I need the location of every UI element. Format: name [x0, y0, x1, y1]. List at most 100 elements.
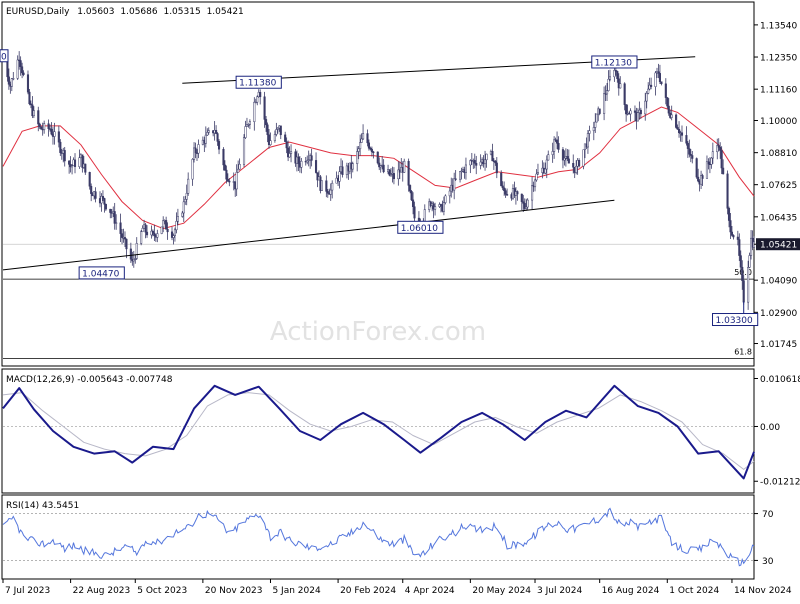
candle — [677, 121, 681, 138]
candle — [454, 169, 457, 181]
candle — [366, 129, 369, 147]
candle-body — [144, 224, 147, 233]
candle — [473, 153, 476, 169]
candle — [351, 161, 354, 173]
candle-body — [376, 151, 379, 164]
candle — [738, 233, 741, 262]
candle — [226, 173, 229, 183]
candle — [88, 171, 91, 190]
candle-body — [31, 104, 34, 117]
macd-panel-frame — [1, 368, 755, 494]
candle-body — [10, 78, 13, 87]
trendline-0 — [2, 199, 615, 271]
time-axis-label: 14 Nov 2024 — [734, 586, 792, 596]
candle — [617, 73, 620, 96]
candle — [748, 252, 751, 268]
candle-body — [331, 182, 334, 191]
candle-body — [120, 233, 124, 238]
price-axis-label: 1.11160 — [760, 86, 797, 96]
candle — [244, 120, 247, 139]
candle — [119, 213, 122, 243]
candle — [664, 78, 667, 105]
candle — [557, 136, 560, 153]
candle-body — [156, 233, 159, 238]
candle-body — [411, 199, 415, 207]
candle-body — [633, 110, 637, 113]
candle-body — [113, 211, 116, 224]
time-axis: 7 Jul 2023 22 Aug 2023 5 Oct 2023 20 Nov 20… — [2, 579, 792, 596]
candle-body — [140, 231, 143, 244]
candle-body — [613, 70, 616, 78]
candle — [173, 227, 177, 242]
candle-body — [197, 144, 200, 154]
candle-body — [738, 239, 741, 256]
candle — [187, 172, 190, 196]
candle-body — [438, 204, 441, 207]
candle — [639, 107, 642, 119]
candle-body — [667, 105, 670, 114]
candle — [464, 157, 467, 180]
candle-body — [594, 121, 597, 128]
candle-body — [141, 228, 144, 232]
candle — [103, 197, 106, 213]
candle-body — [617, 78, 620, 89]
candle-body — [675, 114, 678, 128]
candle — [320, 180, 323, 191]
candle — [670, 105, 673, 121]
candle-body — [691, 155, 694, 159]
candle — [650, 77, 653, 90]
candle-body — [677, 129, 681, 134]
candle — [448, 187, 451, 204]
candle — [104, 203, 107, 211]
candle-body — [256, 96, 259, 103]
candle-body — [623, 83, 626, 105]
candle-body — [588, 130, 591, 134]
candle — [648, 77, 651, 91]
candle-body — [226, 178, 229, 182]
candle — [676, 124, 679, 130]
close-value: 1.05421 — [207, 7, 244, 17]
candle — [285, 137, 288, 154]
candle — [109, 208, 112, 219]
candle — [216, 132, 219, 146]
candle — [572, 154, 575, 174]
candle-body — [326, 191, 329, 194]
candle-body — [68, 160, 71, 165]
candle-body — [410, 190, 413, 201]
candle — [71, 164, 74, 175]
candle — [459, 171, 462, 183]
candle-body — [273, 134, 276, 141]
candle — [140, 230, 143, 246]
candle — [726, 170, 729, 215]
candle-body — [276, 127, 279, 130]
candle-body — [582, 149, 585, 167]
candle — [12, 71, 15, 81]
candle-body — [28, 91, 31, 105]
candle — [410, 189, 413, 201]
candle-body — [59, 141, 62, 153]
candle-body — [359, 142, 362, 150]
candle — [495, 157, 498, 179]
candle-body — [310, 155, 313, 161]
candle-body — [181, 212, 184, 217]
candle — [359, 134, 362, 156]
candle — [545, 155, 548, 179]
price-annotation-label: 1.03300 — [716, 316, 753, 326]
candle — [522, 194, 525, 212]
candle-body — [78, 157, 81, 167]
candle-body — [320, 180, 323, 191]
candle-body — [19, 60, 22, 67]
candle-body — [162, 220, 165, 228]
candle — [78, 149, 81, 169]
candle-body — [572, 163, 575, 168]
candle — [63, 146, 66, 167]
candle — [43, 120, 46, 134]
candle — [500, 170, 503, 187]
candle-body — [525, 206, 528, 209]
candle — [276, 127, 279, 134]
candle-body — [503, 187, 506, 191]
candle-body — [125, 238, 128, 250]
macd-panel: MACD(12,26,9) -0.005643 -0.007748 0.0106… — [1, 368, 800, 494]
candle — [442, 196, 445, 216]
